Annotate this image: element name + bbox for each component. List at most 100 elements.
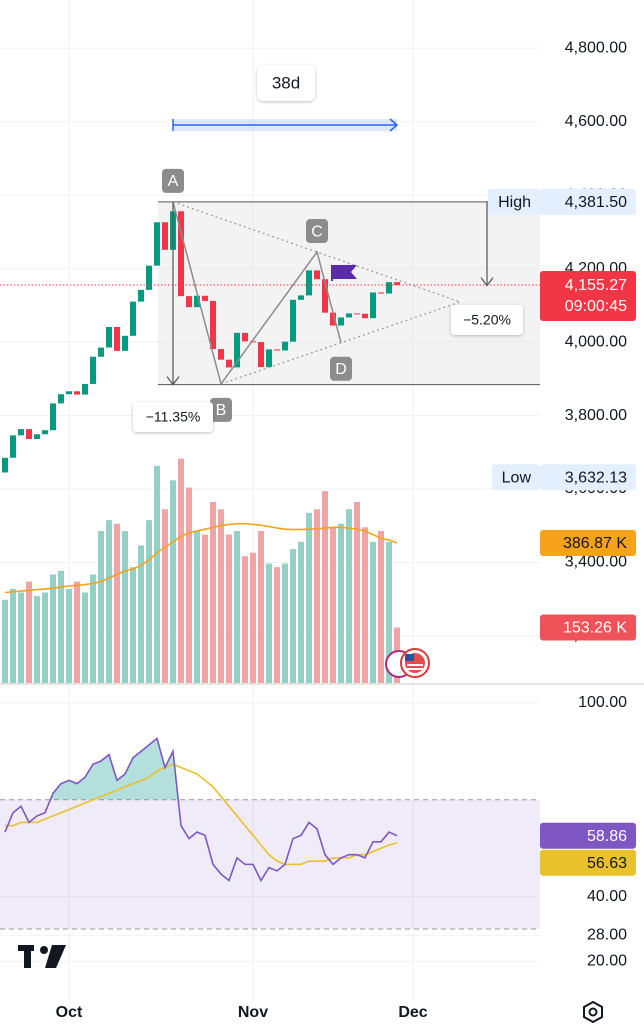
volume-bar — [122, 530, 128, 683]
candle-body — [114, 326, 120, 351]
candle-body — [266, 349, 272, 368]
price-panel — [0, 201, 540, 473]
candle-body — [394, 282, 400, 286]
candle-body — [218, 349, 224, 360]
candle-body — [66, 391, 72, 395]
measure-label-box — [133, 402, 213, 432]
volume-bar — [274, 567, 280, 683]
candle-body — [282, 341, 288, 351]
pattern-point-label: A — [168, 173, 179, 190]
volume-bar — [146, 520, 152, 683]
volume-ma-line — [4, 522, 398, 594]
volume-bar — [370, 541, 376, 683]
volume-bar — [58, 570, 64, 683]
candle-body — [362, 313, 368, 319]
high-value-box — [540, 188, 636, 215]
candle-body — [154, 222, 160, 266]
candle-body — [242, 332, 248, 342]
candle-body — [10, 435, 16, 458]
rsi-panel — [0, 737, 540, 930]
axis: 4,800.004,600.004,400.004,200.004,000.00… — [56, 39, 636, 1021]
volume-ma-label-box — [540, 529, 636, 556]
volume-panel — [2, 458, 400, 683]
candle-body — [338, 317, 344, 326]
volume-bar — [90, 574, 96, 683]
candle-body — [354, 313, 360, 315]
high-value: 4,381.50 — [565, 194, 627, 211]
y-tick-label: 4,000.00 — [565, 333, 627, 350]
candle-body — [314, 270, 320, 280]
y-tick-label: 40.00 — [587, 888, 627, 905]
volume-bar — [74, 581, 80, 683]
candle-body — [386, 282, 392, 294]
volume-bar — [194, 530, 200, 683]
rsi-value-label: 58.86 — [587, 828, 627, 845]
date-range-arrowhead — [389, 118, 399, 132]
candle-body — [82, 383, 88, 395]
volume-bar — [138, 545, 144, 683]
low-name-box — [492, 464, 540, 491]
volume-label: 153.26 K — [563, 620, 627, 637]
volume-bar — [26, 581, 32, 683]
measure-label: −5.20% — [463, 312, 511, 328]
candle-body — [106, 326, 112, 348]
rsi-band — [0, 799, 540, 929]
candle-body — [2, 457, 8, 473]
date-range-label: 38d — [272, 73, 300, 92]
volume-bar — [202, 534, 208, 683]
candle-body — [34, 434, 40, 440]
candle-body — [90, 356, 96, 384]
pattern-point-label: D — [335, 361, 347, 378]
y-tick-label: 100.00 — [578, 694, 627, 711]
pattern-point-box — [330, 356, 352, 381]
candle-body — [346, 313, 352, 318]
volume-bar — [2, 599, 8, 683]
volume-bar — [186, 487, 192, 683]
rsi-value-label-box — [540, 822, 636, 849]
volume-bar — [378, 530, 384, 683]
overbought-fill — [50, 738, 179, 800]
measure-arrowhead — [480, 277, 494, 287]
volume-bar — [258, 530, 264, 683]
candle-body — [26, 429, 32, 440]
candle-body — [42, 430, 48, 435]
candle-body — [210, 300, 216, 350]
volume-bar — [130, 567, 136, 683]
measure-label: −11.35% — [146, 409, 201, 425]
countdown: 09:00:45 — [565, 298, 627, 315]
high-name: High — [498, 194, 531, 211]
volume-bar — [178, 458, 184, 683]
y-tick-label: 28.00 — [587, 927, 627, 944]
volume-bar — [18, 592, 24, 683]
rsi-ma-label-box — [540, 849, 636, 876]
y-tick-label: 20.00 — [587, 952, 627, 969]
volume-bar — [242, 556, 248, 683]
candle-body — [370, 292, 376, 319]
volume-bar — [362, 527, 368, 683]
rsi-line — [4, 737, 398, 883]
pattern-point-label: B — [216, 402, 227, 419]
volume-bar — [66, 588, 72, 683]
pattern-line — [172, 201, 342, 386]
candle-body — [202, 295, 208, 301]
high-name-box — [488, 188, 540, 215]
volume-bar — [266, 563, 272, 683]
volume-bar — [226, 534, 232, 683]
volume-bar — [282, 563, 288, 683]
volume-bar — [298, 541, 304, 683]
x-tick-label: Dec — [398, 1004, 427, 1021]
volume-bar — [250, 552, 256, 683]
last-price-label: 4,155.27 — [565, 277, 627, 294]
low-value-box — [540, 464, 636, 491]
date-range-label-box — [257, 65, 315, 101]
volume-bar — [306, 512, 312, 683]
volume-bar — [10, 588, 16, 683]
volume-bar — [42, 592, 48, 683]
x-tick-label: Nov — [238, 1004, 268, 1021]
y-tick-label: 4,600.00 — [565, 113, 627, 130]
pattern-point-box — [162, 168, 184, 193]
settings-button[interactable] — [583, 1000, 603, 1024]
candle-body — [234, 332, 240, 368]
